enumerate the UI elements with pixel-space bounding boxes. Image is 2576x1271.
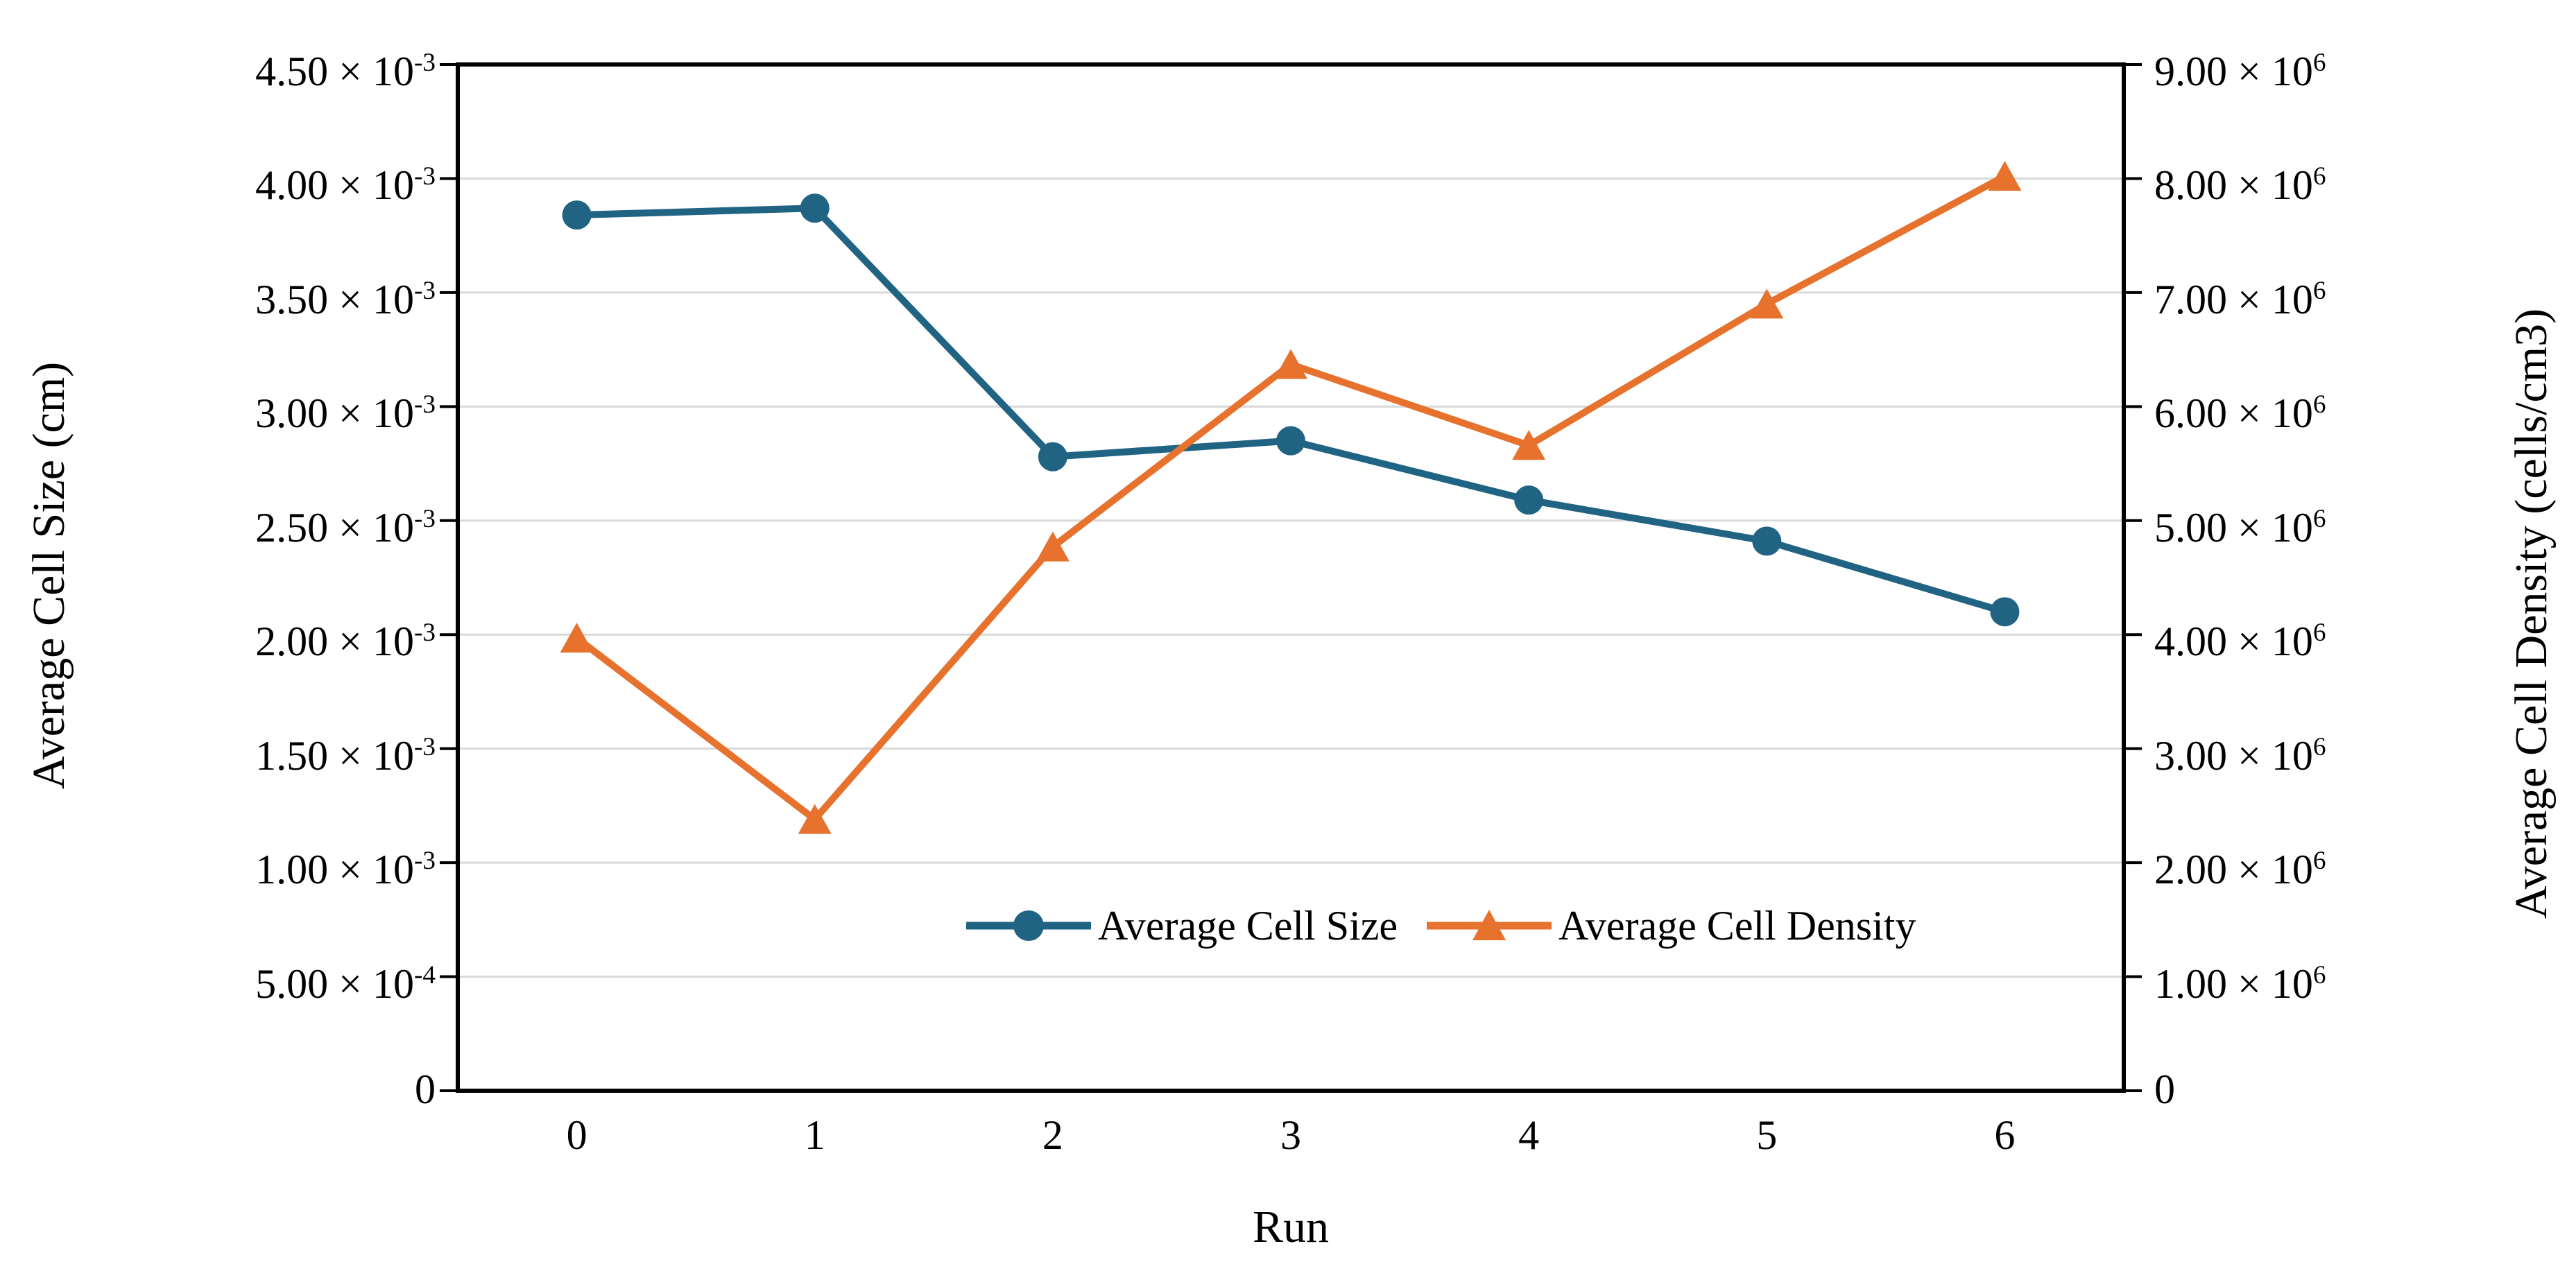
left-axis-tick-label: 4.50 × 10-3 (255, 49, 436, 94)
x-axis-tick-label: 0 (566, 1112, 587, 1158)
right-axis-tick-label: 6.00 × 106 (2154, 390, 2326, 437)
left-axis-tick-label: 3.00 × 10-3 (255, 390, 436, 437)
data-point-triangle-marker (1750, 288, 1784, 319)
data-point-triangle-marker (560, 623, 594, 653)
x-axis-tick-label: 5 (1756, 1112, 1778, 1158)
left-axis-title: Average Cell Size (cm) (24, 361, 74, 790)
data-point-circle-marker (562, 200, 592, 230)
data-point-circle-marker (1990, 597, 2020, 627)
legend-label-cell-size: Average Cell Size (1098, 903, 1398, 949)
series-line-circle (576, 205, 2006, 616)
data-point-circle-marker (1752, 526, 1782, 556)
x-axis-tick-label: 6 (1994, 1112, 2016, 1158)
x-axis-tick-label: 1 (804, 1112, 825, 1158)
right-axis-tick-label: 7.00 × 106 (2154, 276, 2326, 322)
x-axis-tick-label: 3 (1280, 1112, 1301, 1158)
data-point-circle-marker (1514, 485, 1544, 515)
right-axis-tick-label: 3.00 × 106 (2154, 732, 2326, 779)
right-axis-tick-label: 1.00 × 106 (2154, 960, 2326, 1007)
left-axis-tick-label: 2.50 × 10-3 (255, 504, 436, 551)
right-axis-tick-label: 0 (2154, 1066, 2175, 1112)
legend-label-cell-density: Average Cell Density (1559, 903, 1916, 949)
data-point-circle-marker (1276, 426, 1305, 456)
x-axis-title: Run (1252, 1202, 1330, 1252)
left-axis-tick-label: 4.00 × 10-3 (255, 162, 436, 209)
plot-border (456, 62, 2126, 1093)
right-axis-tick-label: 5.00 × 106 (2154, 504, 2326, 551)
data-point-triangle-marker (1988, 161, 2022, 191)
x-axis-tick-label: 4 (1518, 1112, 1540, 1158)
right-axis-tick-label: 8.00 × 106 (2154, 162, 2326, 209)
left-axis-tick-label: 1.50 × 10-3 (255, 732, 436, 779)
right-axis-tick-label: 4.00 × 106 (2154, 619, 2326, 665)
legend: Average Cell Size Average Cell Density (966, 898, 1916, 953)
left-axis-tick-label: 2.00 × 10-3 (255, 619, 436, 665)
data-point-triangle-marker (1274, 349, 1307, 379)
legend-line-triangle-icon (1427, 910, 1552, 940)
legend-line-circle-icon (966, 910, 1091, 941)
data-point-triangle-marker (1036, 531, 1070, 562)
data-point-triangle-marker (798, 804, 832, 834)
legend-item-cell-size: Average Cell Size (966, 898, 1398, 953)
data-point-triangle-marker (1512, 430, 1546, 460)
right-axis-tick-label: 2.00 × 106 (2154, 847, 2326, 893)
left-axis-tick-label: 3.50 × 10-3 (255, 276, 436, 322)
left-axis-tick-label: 5.00 × 10-4 (255, 960, 436, 1007)
data-point-circle-marker (1038, 442, 1067, 472)
data-point-circle-marker (800, 193, 830, 223)
left-axis-tick-label: 1.00 × 10-3 (255, 847, 436, 893)
right-axis-title: Average Cell Density (cells/cm3) (2506, 308, 2557, 919)
x-axis-tick-label: 2 (1042, 1112, 1063, 1158)
legend-item-cell-density: Average Cell Density (1427, 898, 1916, 953)
right-axis-tick-label: 9.00 × 106 (2154, 49, 2326, 94)
series-line-triangle (574, 173, 2007, 823)
left-axis-tick-label: 0 (415, 1066, 436, 1112)
